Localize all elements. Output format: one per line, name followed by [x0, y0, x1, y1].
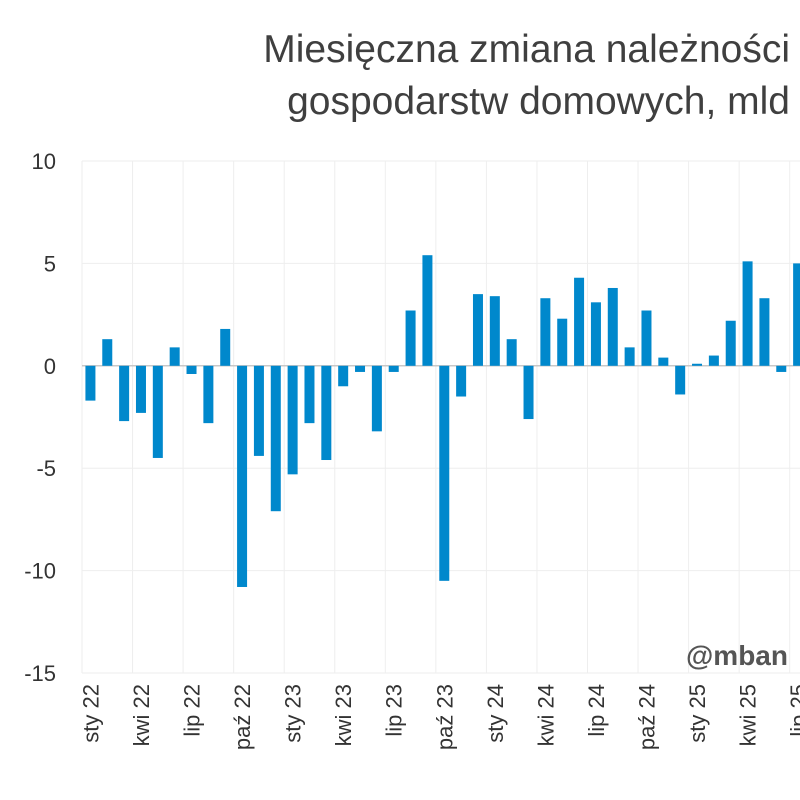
x-tick-label: paź 23 — [432, 684, 457, 750]
x-tick-label: sty 23 — [281, 684, 306, 743]
x-tick-label: sty 22 — [78, 684, 103, 743]
bar — [237, 365, 248, 587]
grid-lines — [81, 160, 800, 674]
watermark: @mban — [686, 640, 788, 671]
bar — [152, 365, 163, 458]
bar — [658, 357, 669, 366]
bar — [472, 294, 483, 366]
x-tick-label: lip 23 — [382, 684, 407, 737]
bar — [287, 365, 298, 475]
bar — [692, 363, 703, 366]
bar — [422, 255, 433, 366]
bar — [270, 365, 281, 512]
bar — [574, 277, 585, 366]
bars — [85, 255, 800, 587]
bar — [759, 298, 770, 366]
bar — [776, 365, 787, 372]
x-tick-label: kwi 22 — [129, 684, 154, 746]
bar — [355, 365, 366, 372]
y-tick-label: 5 — [44, 251, 56, 276]
bar — [338, 365, 349, 387]
bar — [253, 365, 264, 456]
y-tick-label: -15 — [24, 661, 56, 686]
bar — [186, 365, 197, 374]
bar — [85, 365, 96, 401]
x-tick-label: kwi 25 — [736, 684, 761, 746]
chart-title-line-2: gospodarstw domowych, mld — [287, 80, 790, 123]
y-tick-label: 10 — [32, 149, 56, 174]
bar — [725, 320, 736, 366]
bar — [405, 310, 416, 366]
x-tick-label: paź 22 — [230, 684, 255, 750]
bar — [742, 261, 753, 366]
bar — [119, 365, 130, 422]
bar — [523, 365, 534, 420]
bar — [540, 298, 551, 366]
y-tick-label: 0 — [44, 354, 56, 379]
bar — [321, 365, 332, 461]
x-tick-label: paź 24 — [634, 684, 659, 750]
bar — [102, 339, 113, 366]
bar — [169, 347, 180, 366]
chart-title-line-1: Miesięczna zmiana należności — [263, 28, 790, 71]
bar — [506, 339, 517, 366]
bar — [590, 302, 601, 366]
bar — [793, 263, 800, 366]
bar — [203, 365, 214, 424]
bar — [607, 287, 618, 366]
x-tick-label: lip 22 — [180, 684, 205, 737]
x-tick-label: kwi 23 — [331, 684, 356, 746]
x-axis-ticks: sty 22 kwi 22 lip 22 paź 22 sty 23 kwi 23 lip … — [78, 684, 800, 750]
bar — [388, 365, 399, 372]
bar — [489, 296, 500, 366]
y-axis-ticks: 10 5 0 -5 -10 -15 — [24, 149, 56, 686]
bar — [135, 365, 146, 413]
x-tick-label: kwi 24 — [533, 684, 558, 746]
bar — [456, 365, 467, 397]
bar — [439, 365, 450, 581]
y-tick-label: -10 — [24, 559, 56, 584]
x-tick-label: lip 25 — [786, 684, 800, 737]
bar — [708, 355, 719, 366]
bar — [220, 328, 231, 366]
bar — [557, 318, 568, 366]
y-tick-label: -5 — [36, 456, 56, 481]
x-tick-label: sty 25 — [685, 684, 710, 743]
bar — [624, 347, 635, 366]
bar — [641, 310, 652, 366]
bar — [675, 365, 686, 395]
bar — [371, 365, 382, 432]
x-tick-label: sty 24 — [483, 684, 508, 743]
x-tick-label: lip 24 — [584, 684, 609, 737]
bar — [304, 365, 315, 424]
